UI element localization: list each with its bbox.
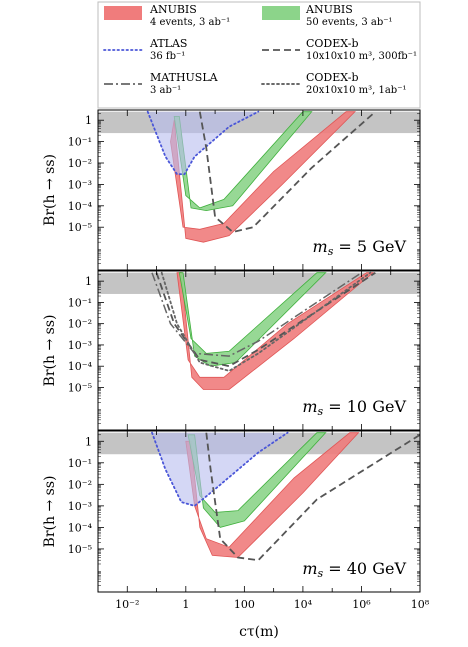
y-tick-label: 10⁻⁵: [68, 221, 92, 234]
y-tick-label: 10⁻²: [68, 478, 92, 491]
legend-frame: [97, 1, 421, 109]
legend-label-title: CODEX-b: [306, 37, 358, 50]
series-band-anubis50: [178, 272, 327, 367]
panel-annotation: ms = 5 GeV: [313, 237, 407, 258]
y-tick-label: 10⁻⁴: [68, 360, 93, 373]
legend-label-title: MATHUSLA: [150, 71, 219, 84]
plot-frame: [97, 430, 421, 593]
panel-annotation: ms = 10 GeV: [302, 397, 406, 418]
y-tick-label: 10⁻¹: [68, 296, 92, 309]
y-tick-label: 10⁻¹: [68, 457, 92, 470]
series-band-anubis4: [176, 272, 375, 390]
y-axis-label: Br(h → ss): [42, 315, 58, 387]
y-tick-label: 10⁻²: [68, 157, 92, 170]
y-tick-label: 1: [85, 114, 92, 127]
series-line-codexb-dotted-gray: [160, 271, 372, 372]
x-tick-label: 10⁶: [352, 598, 371, 611]
legend-label-title: ATLAS: [149, 37, 187, 50]
y-tick-label: 10⁻³: [68, 178, 92, 191]
legend-label-detail: 20x10x10 m³, 1ab⁻¹: [306, 85, 407, 96]
legend-label-detail: 4 events, 3 ab⁻¹: [150, 17, 230, 28]
plot-frame: [97, 270, 421, 431]
x-tick-label: 10⁻²: [115, 598, 139, 611]
panel-middle: 1 10⁻¹ 10⁻² 10⁻³ 10⁻⁴ 10⁻⁵ Br(h → ss) ms = 10 G…: [42, 270, 421, 431]
series-line-atlas-dotted: [146, 110, 260, 176]
legend-swatch: [104, 6, 142, 20]
x-tick-label: 10⁴: [294, 598, 313, 611]
series-band-anubis50: [173, 111, 313, 212]
legend-label-detail: 36 fb⁻¹: [150, 51, 185, 62]
plot-frame: [97, 109, 421, 271]
y-axis-label: Br(h → ss): [42, 154, 58, 226]
x-tick-label: 100: [234, 598, 255, 611]
series-fill-atlas: [152, 432, 288, 506]
panels: 1 10⁻¹ 10⁻² 10⁻³ 10⁻⁴ 10⁻⁵ Br(h → ss) ms = 5 Ge…: [42, 109, 430, 640]
legend-label-detail: 3 ab⁻¹: [150, 85, 181, 96]
y-tick-label: 1: [85, 435, 92, 448]
legend-label-detail: 50 events, 3 ab⁻¹: [306, 17, 393, 28]
y-tick-label: 10⁻⁵: [68, 381, 92, 394]
plot-area: [98, 110, 420, 243]
y-tick-label: 1: [85, 275, 92, 288]
legend-swatch: [262, 6, 300, 20]
y-tick-label: 10⁻⁴: [68, 200, 93, 213]
y-axis-label: Br(h → ss): [42, 476, 58, 548]
panel-bottom: 1 10⁻¹ 10⁻² 10⁻³ 10⁻⁴ 10⁻⁵ Br(h → ss) ms = 40 G…: [42, 430, 430, 640]
legend-label-title: ANUBIS: [149, 3, 197, 16]
legend-label-title: ANUBIS: [305, 3, 353, 16]
series-fill-atlas: [147, 111, 259, 175]
series-line-atlas-dotted: [151, 431, 289, 507]
series-line-codexb-dashed: [155, 271, 376, 368]
y-tick-label: 10⁻¹: [68, 136, 92, 149]
legend-label-title: CODEX-b: [306, 71, 358, 84]
x-axis-label: cτ(m): [239, 624, 279, 640]
x-tick-label: 10⁸: [411, 598, 430, 611]
panel-annotation: ms = 40 GeV: [302, 559, 406, 580]
series-band-anubis4: [170, 111, 356, 243]
y-tick-label: 10⁻³: [68, 500, 92, 513]
series-line-codexb-dashed: [198, 111, 376, 233]
plot-area: [98, 431, 420, 562]
panel-top: 1 10⁻¹ 10⁻² 10⁻³ 10⁻⁴ 10⁻⁵ Br(h → ss) ms = 5 Ge…: [42, 109, 421, 271]
series-band-anubis4: [185, 432, 360, 558]
series-line-mathusla-dashdot: [151, 272, 362, 357]
y-tick-label: 10⁻⁵: [68, 543, 92, 556]
y-tick-label: 10⁻²: [68, 318, 92, 331]
y-tick-label: 10⁻³: [68, 339, 92, 352]
legend-label-detail: 10x10x10 m³, 300fb⁻¹: [306, 51, 417, 62]
y-tick-label: 10⁻⁴: [68, 521, 93, 534]
x-tick-label: 1: [182, 598, 189, 611]
series-line-codexb-dashed: [205, 432, 420, 562]
plot-area: [98, 271, 420, 390]
